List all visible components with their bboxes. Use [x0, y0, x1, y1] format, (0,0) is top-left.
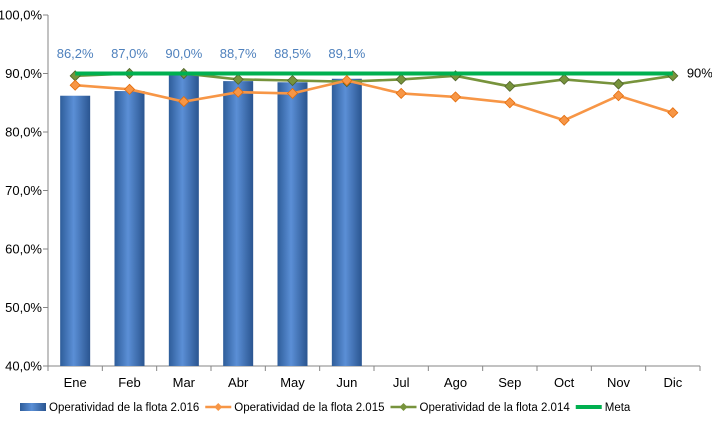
- x-tick-label: Abr: [228, 375, 249, 390]
- legend-item: Operatividad de la flota 2.015: [205, 402, 385, 414]
- x-tick-label: Ene: [64, 375, 87, 390]
- y-tick-label: 60,0%: [5, 242, 42, 257]
- legend-label: Operatividad de la flota 2.016: [49, 402, 199, 414]
- series-point: [667, 107, 679, 119]
- bar-data-label: 89,1%: [328, 46, 365, 61]
- x-tick-label: Oct: [554, 375, 575, 390]
- series-line: [75, 79, 674, 122]
- legend-item: Operatividad de la flota 2.016: [20, 402, 199, 414]
- bar-data-label: 86,2%: [57, 46, 94, 61]
- legend-swatch: [20, 403, 46, 411]
- legend-marker: [214, 403, 223, 411]
- y-tick-label: 80,0%: [5, 125, 42, 140]
- series-point: [69, 79, 81, 91]
- data-labels: 86,2% 87,0% 90,0% 88,7% 88,5% 89,1% 90%: [57, 46, 712, 81]
- series-point: [504, 80, 516, 92]
- bar-data-label: 90,0%: [165, 46, 202, 61]
- legend-label: Operatividad de la flota 2.015: [234, 402, 384, 414]
- bar-data-label: 88,7%: [220, 46, 257, 61]
- legend-item: Operatividad de la flota 2.014: [390, 402, 571, 414]
- y-tick-label: 70,0%: [5, 183, 42, 198]
- series-point: [449, 91, 462, 103]
- y-tick-label: 100,0%: [0, 8, 42, 23]
- series-point: [395, 87, 407, 99]
- x-tick-label: Nov: [607, 375, 631, 390]
- bar: [168, 73, 199, 366]
- legend-item: Meta: [575, 402, 631, 414]
- x-tick-label: Mar: [173, 375, 196, 390]
- series-point: [395, 73, 407, 85]
- y-tick-label: 50,0%: [5, 300, 42, 315]
- series-point: [612, 78, 625, 90]
- x-tick-label: Feb: [118, 375, 140, 390]
- legend-label: Operatividad de la flota 2.014: [420, 402, 571, 414]
- legend-label: Meta: [605, 402, 631, 414]
- bar: [331, 78, 362, 366]
- legend: Operatividad de la flota 2.016 Operativid…: [20, 402, 631, 414]
- legend-marker: [399, 403, 408, 411]
- x-tick-label: May: [280, 375, 305, 390]
- x-tick-label: Jul: [393, 375, 410, 390]
- series-point: [558, 114, 570, 126]
- y-tick-label: 40,0%: [5, 359, 42, 374]
- x-tick-label: Jun: [336, 375, 357, 390]
- series-point: [178, 96, 190, 108]
- x-tick-label: Sep: [498, 375, 521, 390]
- y-tick-label: 90,0%: [5, 66, 42, 81]
- bar: [223, 81, 254, 366]
- bar-series: [60, 73, 362, 367]
- x-tick-label: Ago: [444, 375, 467, 390]
- bar: [277, 82, 308, 367]
- series-point: [341, 74, 353, 87]
- bar: [60, 95, 91, 366]
- series-point: [612, 90, 625, 102]
- series-point: [286, 87, 299, 99]
- series-point: [123, 83, 136, 95]
- bar: [114, 91, 145, 367]
- meta-end-label: 90%: [687, 66, 712, 81]
- series-point: [286, 74, 299, 87]
- series-point: [232, 86, 244, 98]
- axes: 40,0% 50,0% 60,0% 70,0% 80,0% 90,0% 100,0% Ene F…: [0, 8, 701, 390]
- line-series: [69, 67, 679, 126]
- series-point: [232, 73, 244, 85]
- series-point: [504, 97, 516, 109]
- bar-data-label: 87,0%: [111, 46, 148, 61]
- bar-data-label: 88,5%: [274, 46, 311, 61]
- x-tick-label: Dic: [663, 375, 682, 390]
- series-point: [558, 73, 570, 85]
